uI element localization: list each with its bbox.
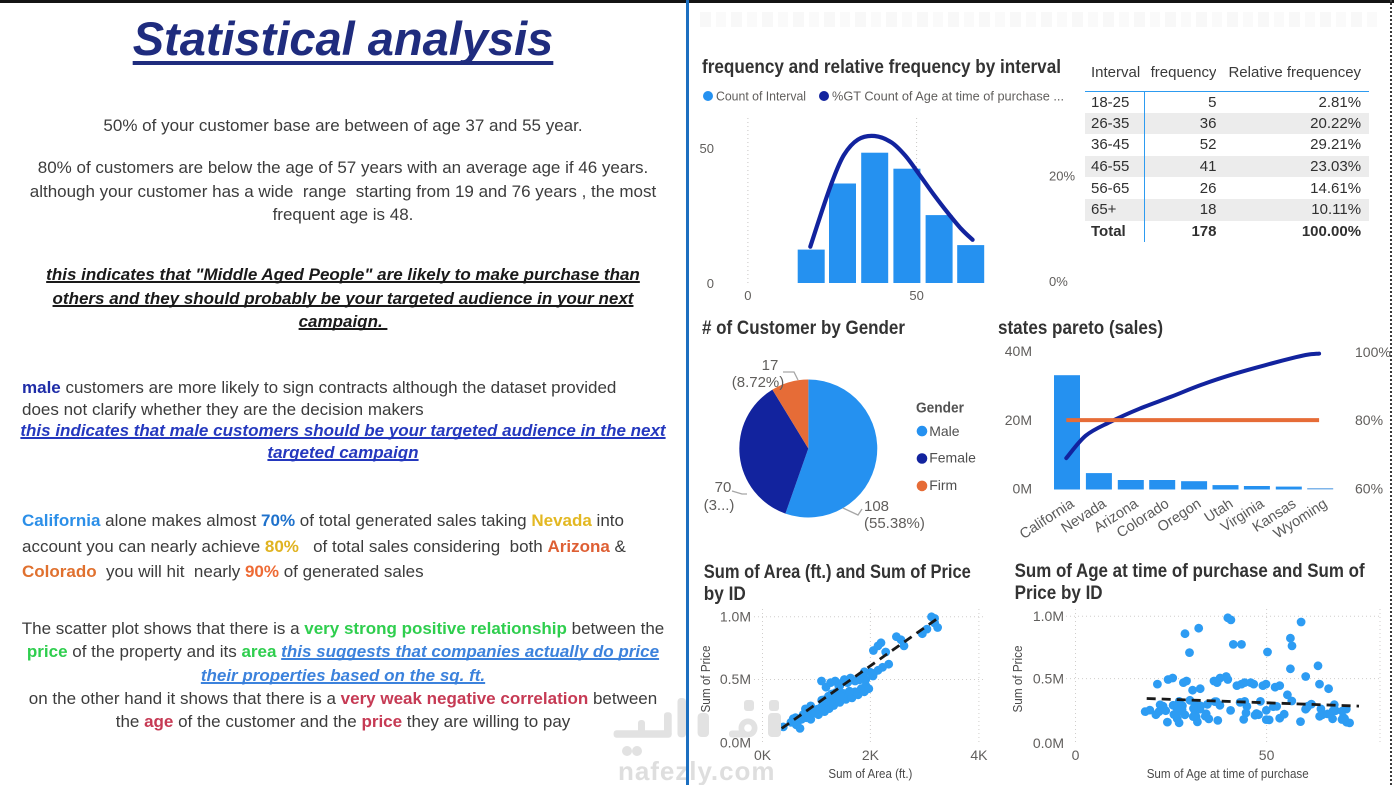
svg-text:Sum of Age at time of purchase: Sum of Age at time of purchase and Sum o… [1015,561,1366,582]
svg-text:100%: 100% [1355,344,1391,360]
svg-text:Gender: Gender [916,400,964,416]
svg-text:2K: 2K [862,747,880,763]
svg-text:108: 108 [864,498,889,515]
svg-text:0.0M: 0.0M [720,735,751,751]
svg-text:%GT Count of Age at time of pu: %GT Count of Age at time of purchase ... [832,90,1064,104]
svg-text:0: 0 [707,276,714,291]
svg-text:20M: 20M [1005,412,1032,428]
svg-text:Female: Female [929,450,976,466]
svg-text:20%: 20% [1049,169,1075,184]
svg-text:Sum of Area (ft.) and Sum of P: Sum of Area (ft.) and Sum of Price [704,562,971,583]
svg-text:Male: Male [929,423,960,439]
svg-text:0: 0 [1072,747,1080,763]
svg-text:0K: 0K [754,747,772,763]
svg-text:17: 17 [762,357,779,374]
svg-text:1.0M: 1.0M [1033,608,1064,624]
svg-text:(3...): (3...) [704,497,735,514]
svg-text:70: 70 [715,479,732,496]
svg-text:0M: 0M [1013,481,1032,497]
svg-text:40M: 40M [1005,343,1032,359]
svg-text:# of Customer by Gender: # of Customer by Gender [702,318,906,339]
svg-text:60%: 60% [1355,481,1383,497]
svg-text:nafezly.com: nafezly.com [618,756,775,785]
svg-text:Price by ID: Price by ID [1015,583,1103,604]
svg-text:80%: 80% [1355,412,1383,428]
svg-text:Sum of Area (ft.): Sum of Area (ft.) [828,767,912,781]
svg-text:50: 50 [1259,747,1275,763]
svg-text:4K: 4K [970,747,988,763]
svg-text:Sum of Price: Sum of Price [1011,645,1025,712]
svg-text:Count of Interval: Count of Interval [716,90,806,104]
svg-text:frequency and relative frequen: frequency and relative frequency by inte… [702,57,1061,78]
svg-text:1.0M: 1.0M [720,609,751,625]
svg-text:Firm: Firm [929,477,957,493]
svg-text:(8.72%): (8.72%) [732,374,785,391]
svg-text:0%: 0% [1049,274,1068,289]
svg-text:0.0M: 0.0M [1033,735,1064,751]
svg-text:0: 0 [744,288,751,303]
svg-text:Sum of Age at time of purchase: Sum of Age at time of purchase [1147,767,1309,781]
svg-text:states pareto (sales): states pareto (sales) [998,318,1163,339]
svg-text:0.5M: 0.5M [1033,670,1064,686]
svg-text:50: 50 [909,288,923,303]
svg-text:(55.38%): (55.38%) [864,515,925,532]
svg-text:0.5M: 0.5M [720,671,751,687]
svg-text:Sum of Price: Sum of Price [699,645,713,712]
svg-text:by ID: by ID [704,584,746,605]
svg-text:50: 50 [700,141,714,156]
